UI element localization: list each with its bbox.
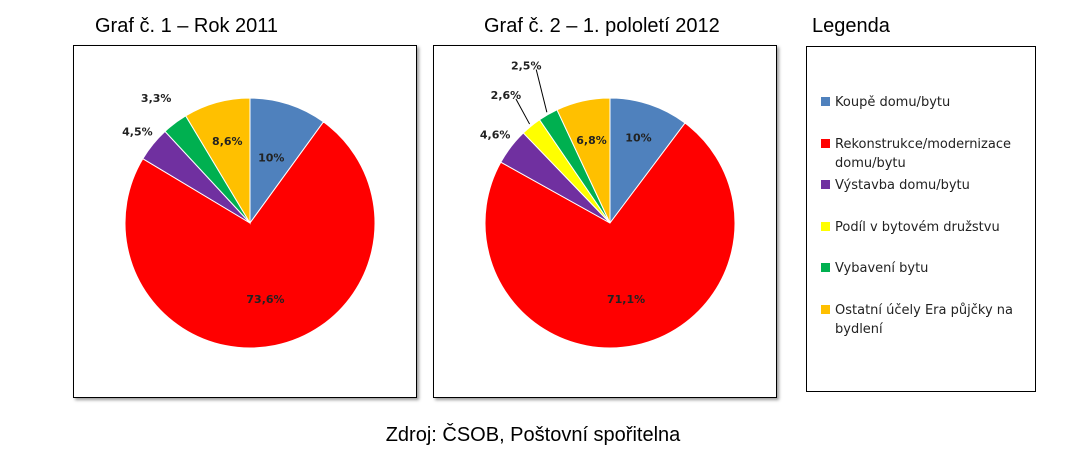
data-label: 10% (258, 152, 284, 165)
chart2-pie: 10% 71,1% 4,6% 2,6% 2,5% 6,8% (480, 60, 736, 349)
chart2-title: Graf č. 2 – 1. pololetí 2012 (484, 15, 720, 37)
pie-slice (249, 97, 325, 225)
source-note: Zdroj: ČSOB, Poštovní spořitelna (385, 424, 681, 446)
data-label: 2,5% (511, 60, 542, 73)
legend-label: Výstavba domu/bytu (835, 178, 970, 193)
data-label: 4,6% (480, 128, 511, 141)
chart2-panel: 10% 71,1% 4,6% 2,6% 2,5% 6,8% (433, 45, 777, 398)
pie-slice (185, 97, 251, 225)
data-label: 73,6% (246, 293, 284, 306)
legend-swatch (821, 305, 830, 314)
chart1-title: Graf č. 1 – Rok 2011 (95, 15, 279, 37)
pie-slice (484, 122, 736, 349)
legend-swatch (821, 97, 830, 106)
legend-item-vybaveni: Vybavení bytu (821, 259, 1026, 278)
data-label: 4,5% (122, 126, 153, 139)
chart1-pie: 10% 73,6% 4,5% 3,3% 8,6% (122, 92, 376, 349)
leader-line (515, 98, 531, 125)
data-label: 6,8% (576, 134, 607, 147)
data-label: 8,6% (212, 135, 243, 148)
legend-label: Koupě domu/bytu (835, 95, 951, 110)
legend-swatch (821, 180, 830, 189)
legend-item-rekonstrukce: Rekonstrukce/modernizace domu/bytu (821, 135, 1026, 173)
legend-title: Legenda (812, 15, 890, 37)
legend-item-podil: Podíl v bytovém družstvu (821, 218, 1026, 237)
pie-slice (556, 97, 611, 224)
legend-item-vystavba: Výstavba domu/bytu (821, 176, 1026, 195)
legend-item-koupe: Koupě domu/bytu (821, 93, 1026, 112)
legend-label: Rekonstrukce/modernizace domu/bytu (835, 137, 1011, 171)
legend-swatch (821, 263, 830, 272)
legend-item-ostatni: Ostatní účely Era půjčky na bydlení (821, 301, 1026, 339)
legend-label: Ostatní účely Era půjčky na bydlení (835, 303, 1013, 337)
data-label: 71,1% (607, 293, 645, 306)
data-label: 3,3% (141, 92, 172, 105)
legend-box: Koupě domu/bytu Rekonstrukce/modernizace… (806, 46, 1036, 392)
data-label: 2,6% (491, 89, 522, 102)
legend-label: Vybavení bytu (835, 261, 929, 276)
pie-slice (609, 97, 686, 225)
legend-swatch (821, 222, 830, 231)
legend-label: Podíl v bytovém družstvu (835, 220, 1000, 235)
leader-line (535, 69, 548, 113)
legend-swatch (821, 139, 830, 148)
chart1-panel: 10% 73,6% 4,5% 3,3% 8,6% (73, 45, 417, 398)
data-label: 10% (625, 132, 651, 145)
pie-slice (124, 121, 376, 349)
